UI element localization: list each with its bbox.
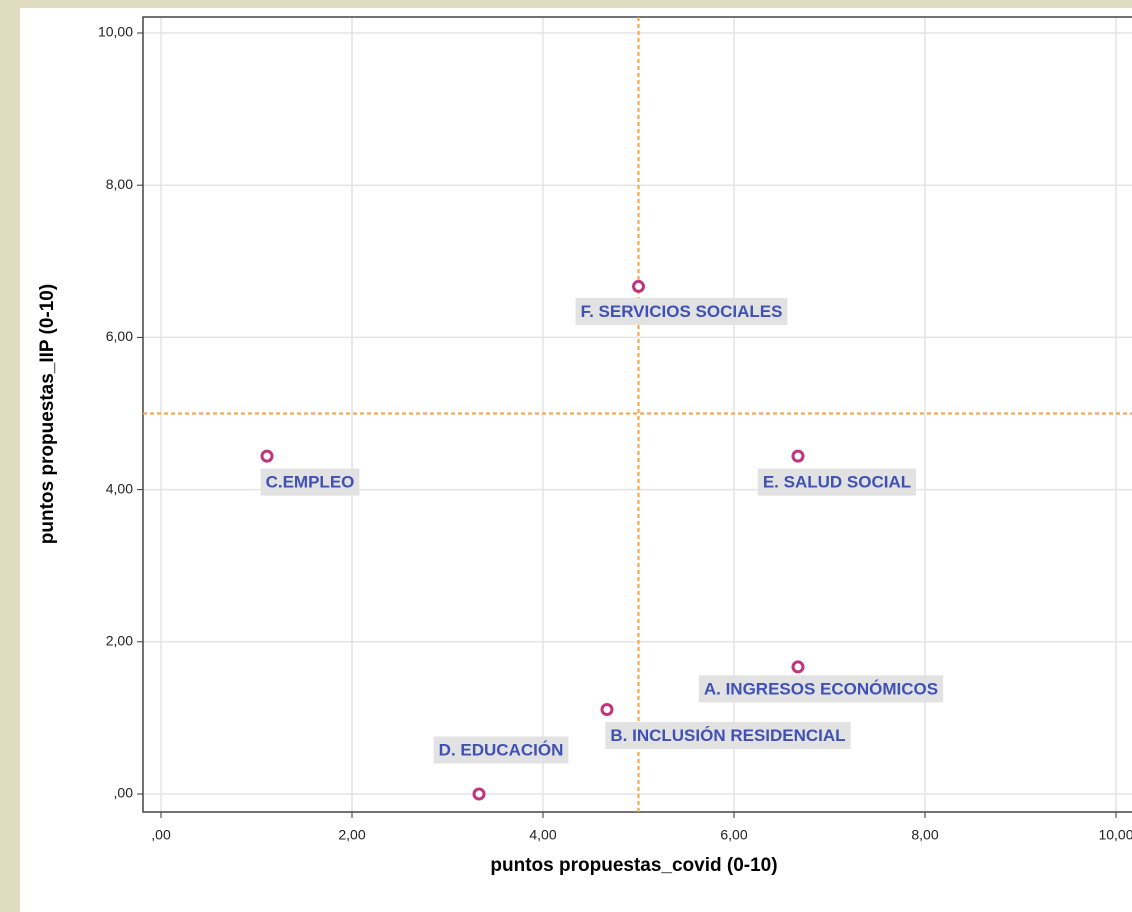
- y-tick-label: 2,00: [106, 633, 133, 649]
- label-background: [260, 468, 360, 496]
- label-text: C.EMPLEO: [266, 473, 355, 492]
- point-label: D. EDUCACIÓN: [433, 736, 569, 764]
- label-background: [575, 297, 788, 325]
- point-label: A. INGRESOS ECONÓMICOS: [698, 675, 944, 703]
- x-tick-label: 8,00: [911, 827, 938, 843]
- x-tick-label: ,00: [151, 827, 171, 843]
- label-background: [698, 675, 944, 703]
- point: [600, 703, 614, 717]
- point: [791, 449, 805, 463]
- point-label: E. SALUD SOCIAL: [757, 468, 917, 496]
- y-tick-label: 8,00: [106, 176, 133, 192]
- point: [791, 660, 805, 674]
- y-tick-label: ,00: [114, 785, 134, 801]
- point-label: F. SERVICIOS SOCIALES: [575, 297, 788, 325]
- point-label: C.EMPLEO: [260, 468, 360, 496]
- label-text: D. EDUCACIÓN: [439, 740, 564, 759]
- chart-background: [20, 8, 1132, 912]
- y-axis-label: puntos propuestas_IIP (0-10): [37, 284, 58, 544]
- label-background: [757, 468, 917, 496]
- label-text: A. INGRESOS ECONÓMICOS: [704, 679, 938, 698]
- x-tick-label: 6,00: [720, 827, 747, 843]
- y-tick-label: 4,00: [106, 480, 133, 496]
- point: [260, 449, 274, 463]
- x-tick-label: 2,00: [338, 827, 365, 843]
- label-text: B. INCLUSIÓN RESIDENCIAL: [610, 726, 845, 745]
- label-text: E. SALUD SOCIAL: [763, 473, 911, 492]
- label-background: [433, 736, 569, 764]
- y-tick-label: 10,00: [98, 24, 133, 40]
- label-background: [605, 722, 851, 750]
- x-tick-label: 4,00: [529, 827, 556, 843]
- point-label: B. INCLUSIÓN RESIDENCIAL: [605, 722, 851, 750]
- label-text: F. SERVICIOS SOCIALES: [581, 302, 783, 321]
- point: [472, 787, 486, 801]
- point: [632, 279, 645, 293]
- y-tick-label: 6,00: [106, 328, 133, 344]
- x-axis-label: puntos propuestas_covid (0-10): [490, 855, 777, 876]
- x-tick-label: 10,00: [1098, 827, 1132, 843]
